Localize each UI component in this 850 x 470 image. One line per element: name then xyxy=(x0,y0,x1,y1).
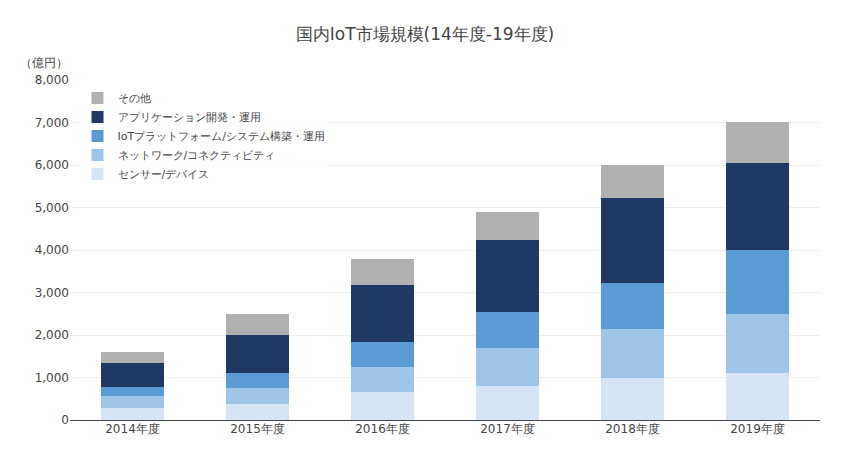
svg-text:IoTプラットフォーム/システム構築・運用: IoTプラットフォーム/システム構築・運用 xyxy=(118,130,325,143)
svg-text:2015年度: 2015年度 xyxy=(230,422,285,436)
svg-text:1,000: 1,000 xyxy=(35,371,69,385)
svg-text:2019年度: 2019年度 xyxy=(730,422,785,436)
svg-text:（億円）: （億円） xyxy=(20,56,68,70)
svg-text:アプリケーション開発・運用: アプリケーション開発・運用 xyxy=(118,111,261,124)
svg-text:2,000: 2,000 xyxy=(35,328,69,342)
svg-text:0: 0 xyxy=(61,413,69,427)
svg-text:4,000: 4,000 xyxy=(35,243,69,257)
svg-text:ネットワーク/コネクティビティ: ネットワーク/コネクティビティ xyxy=(118,149,276,162)
svg-text:7,000: 7,000 xyxy=(35,116,69,130)
svg-text:その他: その他 xyxy=(118,92,151,105)
svg-text:2016年度: 2016年度 xyxy=(355,422,410,436)
svg-text:5,000: 5,000 xyxy=(35,201,69,215)
svg-text:国内IoT市場規模(14年度-19年度): 国内IoT市場規模(14年度-19年度) xyxy=(296,24,554,44)
svg-text:8,000: 8,000 xyxy=(35,73,69,87)
svg-text:6,000: 6,000 xyxy=(35,158,69,172)
svg-text:センサー/デバイス: センサー/デバイス xyxy=(118,168,210,181)
svg-text:2014年度: 2014年度 xyxy=(105,422,160,436)
svg-text:3,000: 3,000 xyxy=(35,286,69,300)
svg-text:2018年度: 2018年度 xyxy=(605,422,660,436)
svg-text:2017年度: 2017年度 xyxy=(480,422,535,436)
